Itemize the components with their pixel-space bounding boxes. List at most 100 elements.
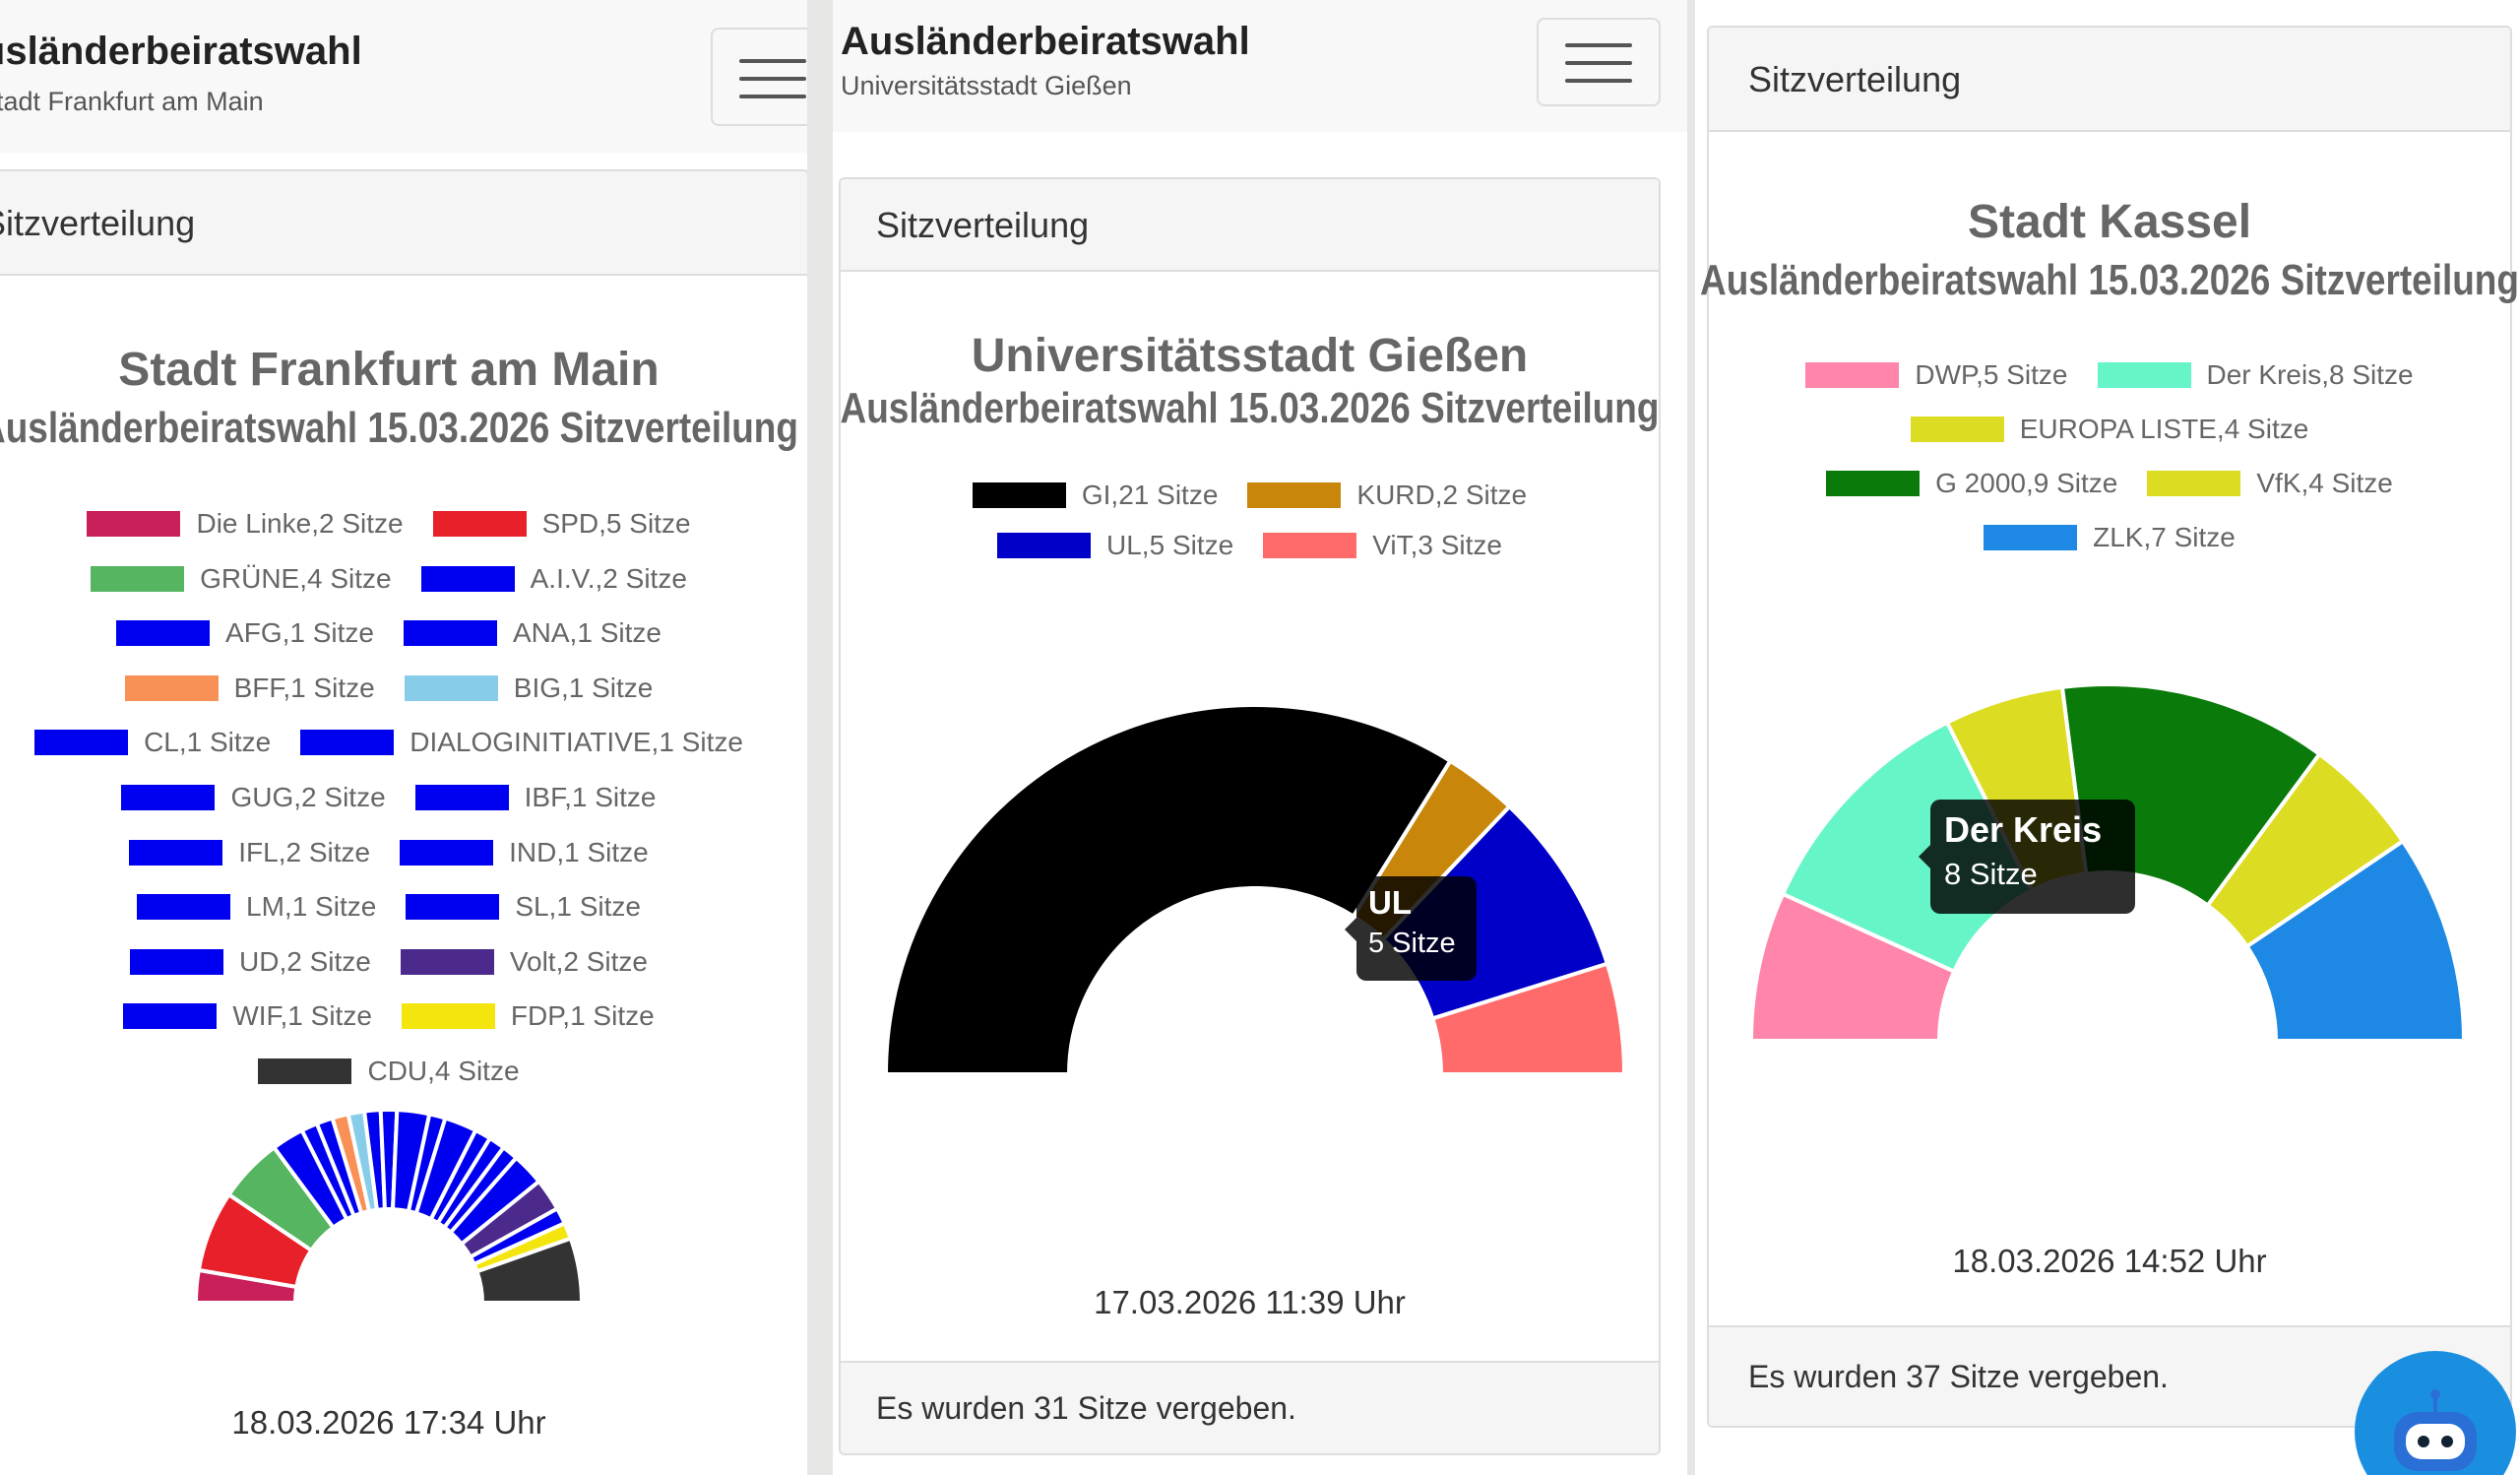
seat-card: Sitzverteilung <box>0 169 807 1475</box>
legend-label: SL,1 Sitze <box>515 891 641 923</box>
legend-item[interactable]: UL,5 Sitze <box>997 530 1233 561</box>
legend-item[interactable]: ViT,3 Sitze <box>1263 530 1502 561</box>
legend-label: CDU,4 Sitze <box>367 1056 520 1086</box>
legend-label: IND,1 Sitze <box>509 836 649 867</box>
legend-item[interactable]: BFF,1 Sitze <box>124 673 375 704</box>
legend-swatch <box>1826 471 1921 496</box>
legend-item[interactable]: A.I.V.,2 Sitze <box>420 563 687 595</box>
legend-row: BFF,1 Sitze BIG,1 Sitze <box>0 673 797 704</box>
robot-icon <box>2394 1389 2477 1471</box>
card-header: Sitzverteilung <box>1709 28 2510 132</box>
card-header: Sitzverteilung <box>841 179 1659 272</box>
legend-item[interactable]: CDU,4 Sitze <box>258 1056 520 1087</box>
legend-item[interactable]: CL,1 Sitze <box>34 727 271 758</box>
legend-row: DWP,5 Sitze Der Kreis,8 Sitze <box>1707 359 2512 391</box>
legend-label: UD,2 Sitze <box>239 945 371 977</box>
legend-swatch <box>1263 533 1357 558</box>
legend-swatch <box>972 482 1066 508</box>
legend-item[interactable]: KURD,2 Sitze <box>1247 480 1527 511</box>
legend-item[interactable]: GRÜNE,4 Sitze <box>91 563 392 595</box>
legend-label: SPD,5 Sitze <box>541 508 691 539</box>
legend-item[interactable]: ANA,1 Sitze <box>403 617 662 649</box>
app-header: Ausländerbeiratswahl Universitätsstadt G… <box>833 0 1687 132</box>
chart-subtitle: Ausländerbeiratswahl 15.03.2026 Sitzvert… <box>0 404 798 452</box>
app-subtitle: Stadt Frankfurt am Main <box>0 87 264 116</box>
legend-row: CL,1 Sitze DIALOGINITIATIVE,1 Sitze <box>0 727 797 758</box>
seat-chart: Stadt Frankfurt am Main Ausländerbeirats… <box>0 0 798 1475</box>
legend-label: Volt,2 Sitze <box>509 945 648 977</box>
legend-item[interactable]: LM,1 Sitze <box>137 891 376 923</box>
legend-swatch <box>121 785 216 810</box>
legend-swatch <box>258 1058 352 1084</box>
legend-row: UD,2 Sitze Volt,2 Sitze <box>0 946 797 978</box>
legend-label: FDP,1 Sitze <box>510 1000 655 1032</box>
legend-item[interactable]: GI,21 Sitze <box>972 480 1219 511</box>
legend-item[interactable]: Volt,2 Sitze <box>400 945 648 978</box>
legend-label: IFL,2 Sitze <box>238 836 371 867</box>
kassel-panel: Sitzverteilung Es wurden 37 Sitze vergeb… <box>1695 0 2520 1475</box>
legend-item[interactable]: GUG,2 Sitze <box>121 782 386 813</box>
slice-zlk[interactable] <box>2243 838 2467 1043</box>
legend-item[interactable]: IND,1 Sitze <box>400 837 649 868</box>
legend-row: CDU,4 Sitze <box>0 1056 797 1087</box>
legend-swatch <box>400 948 494 975</box>
legend-swatch <box>137 894 231 921</box>
legend-swatch <box>124 674 219 701</box>
slice-vit[interactable] <box>1429 961 1627 1076</box>
legend-item[interactable]: VfK,4 Sitze <box>2147 468 2393 499</box>
legend-swatch <box>1247 482 1342 508</box>
legend-item[interactable]: AFG,1 Sitze <box>116 617 374 649</box>
tooltip-value: 5 Sitze <box>1368 928 1456 959</box>
menu-toggle-button[interactable] <box>1537 18 1661 106</box>
chart-title: Stadt Frankfurt am Main <box>118 344 660 396</box>
legend-swatch <box>1910 417 2004 442</box>
legend-item[interactable]: DWP,5 Sitze <box>1805 359 2068 391</box>
chat-assistant-button[interactable] <box>2355 1351 2516 1475</box>
legend-swatch <box>997 533 1092 558</box>
legend-label: GUG,2 Sitze <box>230 782 386 812</box>
timestamp: 18.03.2026 17:34 Uhr <box>231 1404 546 1441</box>
legend-item[interactable]: G 2000,9 Sitze <box>1826 468 2117 499</box>
legend-row: AFG,1 Sitze ANA,1 Sitze <box>0 617 797 649</box>
legend-swatch <box>404 674 498 701</box>
legend-swatch <box>116 620 211 647</box>
half-donut-chart <box>1748 682 2467 1043</box>
legend-item[interactable]: IBF,1 Sitze <box>414 782 657 813</box>
slice-gi[interactable] <box>883 703 1454 1076</box>
legend-label: DWP,5 Sitze <box>1915 359 2068 390</box>
legend-swatch <box>129 839 223 866</box>
legend-item[interactable]: SPD,5 Sitze <box>432 508 691 540</box>
legend-item[interactable]: Die Linke,2 Sitze <box>87 508 404 540</box>
menu-toggle-button[interactable] <box>711 28 807 126</box>
legend-item[interactable]: BIG,1 Sitze <box>404 672 654 704</box>
legend-swatch <box>130 948 224 975</box>
legend-item[interactable]: IFL,2 Sitze <box>129 837 370 868</box>
legend-item[interactable]: FDP,1 Sitze <box>401 1000 655 1032</box>
legend-item[interactable]: UD,2 Sitze <box>130 946 371 978</box>
legend-label: BIG,1 Sitze <box>513 672 654 703</box>
legend-swatch <box>34 730 129 756</box>
legend-swatch <box>2097 362 2191 388</box>
legend-item[interactable]: DIALOGINITIATIVE,1 Sitze <box>300 727 743 758</box>
legend-item[interactable]: EUROPA LISTE,4 Sitze <box>1910 414 2309 445</box>
legend-label: G 2000,9 Sitze <box>1935 468 2118 498</box>
legend-swatch <box>432 511 527 537</box>
legend-label: GI,21 Sitze <box>1081 480 1219 510</box>
timestamp: 18.03.2026 14:52 Uhr <box>1952 1243 2267 1279</box>
legend-row: ZLK,7 Sitze <box>1707 522 2512 553</box>
legend-label: ZLK,7 Sitze <box>2093 522 2236 552</box>
legend-swatch <box>2147 471 2241 496</box>
legend-swatch <box>420 565 515 592</box>
legend-item[interactable]: WIF,1 Sitze <box>123 1000 372 1032</box>
tooltip-value: 8 Sitze <box>1944 857 2038 891</box>
legend-item[interactable]: Der Kreis,8 Sitze <box>2097 359 2414 391</box>
legend-label: EUROPA LISTE,4 Sitze <box>2019 414 2309 444</box>
legend-row: Die Linke,2 Sitze SPD,5 Sitze <box>0 508 797 540</box>
slice-cdu[interactable] <box>474 1236 585 1305</box>
seat-chart: Stadt Kassel Ausländerbeiratswahl 15.03.… <box>1700 0 2519 1475</box>
legend-item[interactable]: ZLK,7 Sitze <box>1984 522 2236 553</box>
hamburger-icon <box>738 59 807 63</box>
legend-item[interactable]: SL,1 Sitze <box>406 891 641 923</box>
legend-row: IFL,2 Sitze IND,1 Sitze <box>0 837 797 868</box>
legend-label: CL,1 Sitze <box>144 727 272 758</box>
